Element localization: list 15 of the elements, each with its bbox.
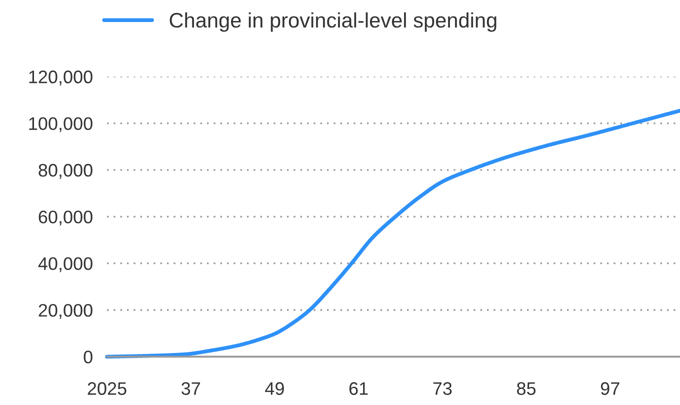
x-tick-label: 97	[600, 382, 620, 395]
x-tick-label: 37	[182, 382, 200, 395]
y-tick-label: 0	[84, 350, 92, 364]
x-tick-label: 61	[349, 382, 368, 395]
x-tick-label: 85	[517, 382, 536, 395]
y-tick-label: 100,000	[29, 117, 92, 132]
x-tick-label: 2025	[88, 382, 126, 395]
x-tick-label: 49	[265, 382, 284, 395]
x-tick-label: 73	[433, 382, 452, 395]
y-tick-label: 80,000	[38, 164, 92, 179]
y-tick-label: 60,000	[38, 210, 92, 226]
y-tick-label: 20,000	[38, 304, 92, 319]
y-tick-label: 120,000	[29, 70, 92, 86]
y-tick-label: 40,000	[38, 257, 92, 272]
legend-label: Change in provincial-level spending	[170, 12, 496, 32]
